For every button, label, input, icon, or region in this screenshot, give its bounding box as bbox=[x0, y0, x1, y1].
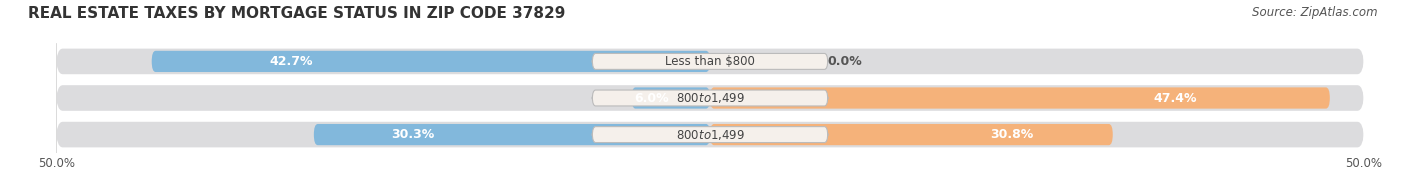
FancyBboxPatch shape bbox=[56, 49, 1364, 74]
Text: 30.3%: 30.3% bbox=[391, 128, 434, 141]
Text: $800 to $1,499: $800 to $1,499 bbox=[675, 128, 745, 142]
Text: 6.0%: 6.0% bbox=[634, 92, 668, 104]
Text: 30.8%: 30.8% bbox=[990, 128, 1033, 141]
Text: Source: ZipAtlas.com: Source: ZipAtlas.com bbox=[1253, 6, 1378, 19]
FancyBboxPatch shape bbox=[710, 124, 1112, 145]
Text: REAL ESTATE TAXES BY MORTGAGE STATUS IN ZIP CODE 37829: REAL ESTATE TAXES BY MORTGAGE STATUS IN … bbox=[28, 6, 565, 21]
Text: Less than $800: Less than $800 bbox=[665, 55, 755, 68]
Text: 47.4%: 47.4% bbox=[1153, 92, 1197, 104]
FancyBboxPatch shape bbox=[592, 127, 828, 142]
Text: 42.7%: 42.7% bbox=[270, 55, 314, 68]
FancyBboxPatch shape bbox=[56, 85, 1364, 111]
FancyBboxPatch shape bbox=[314, 124, 710, 145]
FancyBboxPatch shape bbox=[592, 54, 828, 69]
Text: 0.0%: 0.0% bbox=[828, 55, 862, 68]
Text: $800 to $1,499: $800 to $1,499 bbox=[675, 91, 745, 105]
FancyBboxPatch shape bbox=[710, 87, 1330, 109]
FancyBboxPatch shape bbox=[631, 87, 710, 109]
FancyBboxPatch shape bbox=[592, 90, 828, 106]
FancyBboxPatch shape bbox=[56, 122, 1364, 147]
FancyBboxPatch shape bbox=[152, 51, 710, 72]
